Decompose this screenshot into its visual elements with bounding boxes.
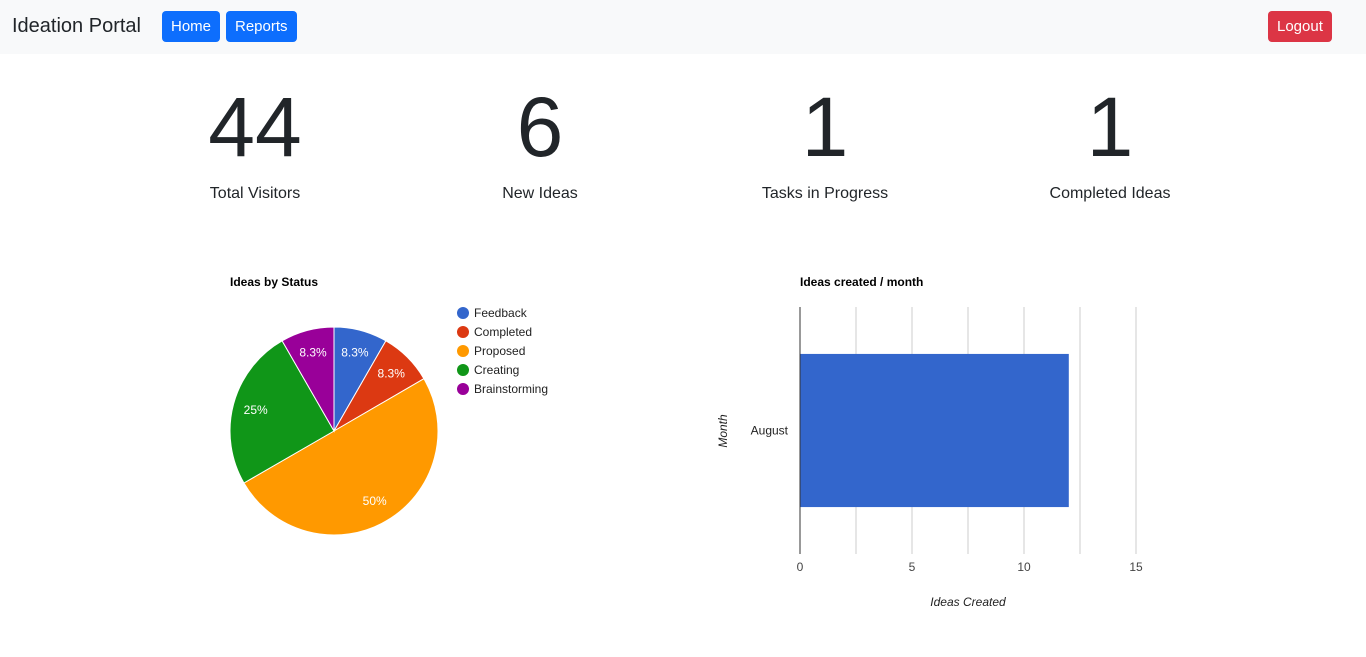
- pie-chart-title: Ideas by Status: [230, 275, 318, 289]
- stat-label: Completed Ideas: [1049, 185, 1171, 202]
- bar-chart: Ideas created / month August 0 5 10 15 Idea…: [716, 275, 1143, 609]
- pie-slice-label: 8.3%: [299, 346, 327, 360]
- pie-slice-label: 50%: [363, 494, 387, 508]
- stat-value: 44: [208, 80, 302, 174]
- brand-title[interactable]: Ideation Portal: [12, 15, 141, 37]
- home-button[interactable]: Home: [162, 11, 221, 42]
- legend-item-creating[interactable]: Creating: [474, 363, 519, 377]
- pie-slice-creating[interactable]: [229, 340, 335, 484]
- stat-value: 1: [1086, 80, 1134, 174]
- x-tick-label: 10: [1017, 560, 1031, 574]
- legend-swatch: [457, 383, 469, 395]
- legend-swatch: [457, 307, 469, 319]
- legend-item-feedback[interactable]: Feedback: [474, 306, 528, 320]
- stat-label: Total Visitors: [209, 185, 301, 202]
- bar-chart-x-axis-label: Ideas Created: [930, 595, 1006, 609]
- stat-value: 6: [516, 80, 564, 174]
- bar-chart-title: Ideas created / month: [800, 275, 923, 289]
- pie-slice-label: 8.3%: [378, 367, 406, 381]
- stat-label: New Ideas: [502, 185, 578, 202]
- bar-august[interactable]: [800, 353, 1069, 508]
- x-tick-label: 0: [797, 560, 804, 574]
- stat-new-ideas: 6 New Ideas: [390, 80, 690, 204]
- reports-button[interactable]: Reports: [226, 11, 297, 42]
- y-category-label: August: [751, 424, 789, 438]
- bar-chart-y-axis-label: Month: [716, 414, 730, 448]
- pie-slice-brainstorming[interactable]: [281, 326, 335, 433]
- stat-completed-ideas: 1 Completed Ideas: [960, 80, 1260, 204]
- stat-tasks-in-progress: 1 Tasks in Progress: [675, 80, 975, 204]
- legend-swatch: [457, 364, 469, 376]
- legend-swatch: [457, 326, 469, 338]
- legend-item-proposed[interactable]: Proposed: [474, 344, 525, 358]
- stat-value: 1: [801, 80, 849, 174]
- legend-item-completed[interactable]: Completed: [474, 325, 532, 339]
- pie-slice-label: 8.3%: [341, 346, 369, 360]
- stat-label: Tasks in Progress: [761, 185, 889, 202]
- legend-swatch: [457, 345, 469, 357]
- pie-chart: Ideas by Status 8.3% 8.3% 50% 25% 8.3% Feedb…: [229, 275, 548, 536]
- stat-total-visitors: 44 Total Visitors: [105, 80, 405, 204]
- legend-item-brainstorming[interactable]: Brainstorming: [474, 382, 548, 396]
- x-tick-label: 5: [909, 560, 916, 574]
- pie-slice-label: 25%: [244, 403, 268, 417]
- x-tick-label: 15: [1129, 560, 1143, 574]
- pie-slice-proposed[interactable]: [243, 378, 439, 536]
- navbar: Ideation Portal Home Reports Logout: [0, 0, 1366, 54]
- logout-button[interactable]: Logout: [1268, 11, 1332, 42]
